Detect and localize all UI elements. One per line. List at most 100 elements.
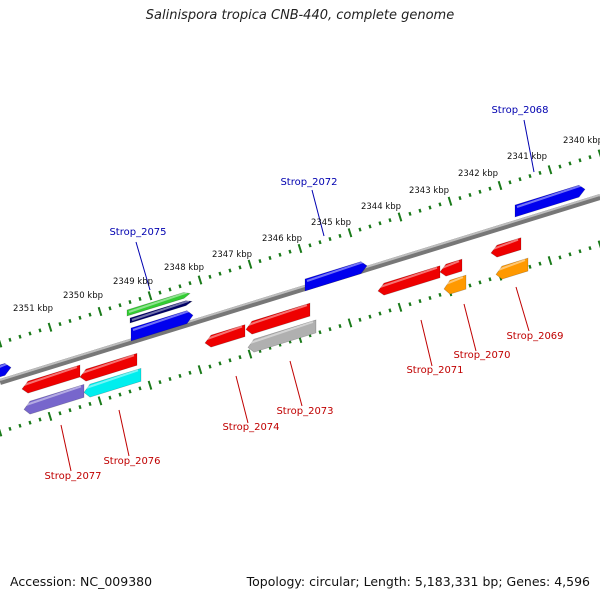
inner-minor-tick xyxy=(78,405,82,410)
scale-label: 2349 kbp xyxy=(113,277,153,287)
scale-label: 2348 kbp xyxy=(164,263,204,273)
leader-line xyxy=(289,360,303,407)
outer-minor-tick xyxy=(308,243,312,248)
gene-feature-blue-right xyxy=(514,184,586,218)
genome-backbone xyxy=(0,194,600,385)
accession-text: Accession: NC_009380 xyxy=(10,574,153,589)
leader-line xyxy=(523,119,535,173)
inner-minor-tick xyxy=(38,417,42,422)
scale-label: 2347 kbp xyxy=(212,250,252,260)
scale-label: 2344 kbp xyxy=(361,202,401,212)
scale-label: 2350 kbp xyxy=(63,291,103,301)
gene-feature-shine xyxy=(379,266,438,288)
inner-minor-tick xyxy=(558,255,562,260)
outer-minor-tick xyxy=(488,186,492,191)
gene-feature-red-left xyxy=(79,352,138,382)
inner-minor-tick xyxy=(108,395,112,400)
gene-feature-shine xyxy=(85,369,139,389)
leader-line xyxy=(463,303,477,352)
map-title: Salinispora tropica CNB-440, complete ge… xyxy=(145,8,455,23)
outer-minor-tick xyxy=(328,237,332,242)
leader-line xyxy=(135,241,151,291)
outer-minor-tick xyxy=(178,284,182,289)
scale-label: 2342 kbp xyxy=(458,169,498,179)
inner-major-tick xyxy=(147,380,153,390)
scale-labels: 2340 kbp 2341 kbp 2342 kbp 2343 kbp 2344 kbp… xyxy=(13,136,600,314)
outer-major-tick xyxy=(397,212,403,222)
inner-minor-tick xyxy=(468,283,472,288)
inner-minor-tick xyxy=(8,426,12,431)
inner-minor-tick xyxy=(128,389,132,394)
outer-minor-tick xyxy=(338,233,342,238)
inner-minor-tick xyxy=(88,401,92,406)
inner-minor-tick xyxy=(438,292,442,297)
gene-feature-shine xyxy=(497,259,526,271)
inner-minor-tick xyxy=(18,423,22,428)
outer-minor-tick xyxy=(318,240,322,245)
gene-feature-orange-left xyxy=(495,257,529,280)
outer-minor-tick xyxy=(138,296,142,301)
outer-minor-tick xyxy=(208,274,212,279)
gene-feature-shine xyxy=(247,304,308,326)
inner-minor-tick xyxy=(588,246,592,251)
gene-label: Strop_2076 xyxy=(103,456,160,467)
inner-minor-tick xyxy=(208,364,212,369)
outer-minor-tick xyxy=(8,337,12,342)
outer-minor-tick xyxy=(588,155,592,160)
outer-minor-tick xyxy=(18,334,22,339)
inner-minor-tick xyxy=(338,323,342,329)
gene-feature-shine xyxy=(128,291,188,313)
outer-minor-tick xyxy=(168,287,172,292)
gene-label: Strop_2069 xyxy=(506,331,563,342)
outer-minor-tick xyxy=(438,202,442,207)
gene-feature-shine xyxy=(306,260,365,282)
inner-minor-tick xyxy=(328,327,332,332)
outer-minor-tick xyxy=(238,265,242,270)
inner-minor-tick xyxy=(488,277,492,282)
inner-minor-tick xyxy=(368,314,372,319)
inner-minor-tick xyxy=(138,386,142,391)
inner-major-tick xyxy=(347,318,353,328)
outer-minor-tick xyxy=(428,205,432,210)
gene-feature-shine xyxy=(206,325,243,340)
gene-feature-navy-right xyxy=(129,300,193,324)
gene-label: Strop_2074 xyxy=(222,422,279,433)
gene-feature-red-left xyxy=(21,364,81,394)
inner-minor-tick xyxy=(178,373,182,378)
gene-feature-orange-left xyxy=(443,274,467,295)
outer-minor-tick xyxy=(218,271,222,276)
gene-feature-shine xyxy=(445,276,464,285)
inner-minor-tick xyxy=(538,261,542,266)
outer-minor-tick xyxy=(558,164,562,169)
leader-line xyxy=(311,189,325,237)
outer-minor-tick xyxy=(508,180,512,185)
gene-feature-shine xyxy=(131,299,190,321)
gene-feature-red-left xyxy=(245,302,311,335)
gene-feature-red-left xyxy=(439,258,463,277)
scale-label: 2343 kbp xyxy=(409,186,449,196)
outer-minor-tick xyxy=(278,252,282,257)
gene-features xyxy=(0,184,586,415)
gene-feature-gray-left xyxy=(247,319,317,353)
inner-minor-tick xyxy=(218,361,222,366)
gene-feature-shine xyxy=(249,320,314,344)
gene-label: Strop_2071 xyxy=(406,365,463,376)
gene-feature-shine xyxy=(516,184,583,208)
outer-minor-tick xyxy=(578,158,582,163)
gene-feature-cyan-left xyxy=(83,367,142,398)
inner-major-tick xyxy=(397,302,403,312)
genome-stats-text: Topology: circular; Length: 5,183,331 bp… xyxy=(246,574,590,589)
inner-minor-tick xyxy=(388,308,392,313)
gene-feature-green-right xyxy=(126,292,191,317)
gene-label: Strop_2073 xyxy=(276,406,333,417)
gene-label: Strop_2075 xyxy=(109,227,166,238)
scale-label: 2346 kbp xyxy=(262,234,302,244)
inner-minor-tick xyxy=(238,355,242,360)
gene-labels: Strop_2068 Strop_2072 Strop_2075 Strop_2069… xyxy=(44,105,563,482)
inner-minor-tick xyxy=(158,380,162,385)
gene-feature-blue-right xyxy=(0,363,12,378)
gene-label: Strop_2068 xyxy=(491,105,548,116)
inner-minor-tick xyxy=(578,249,582,254)
outer-minor-tick xyxy=(358,227,362,232)
